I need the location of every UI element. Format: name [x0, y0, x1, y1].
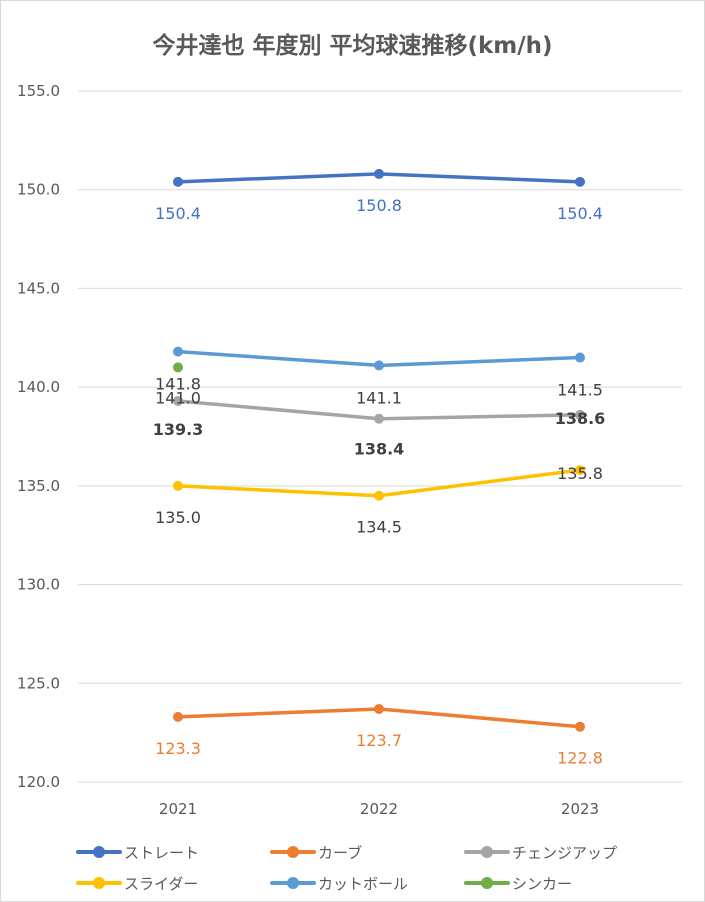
y-tick-label: 130.0 [17, 576, 60, 594]
y-tick-label: 150.0 [17, 181, 60, 199]
data-label: 150.4 [155, 204, 201, 223]
data-point [173, 176, 183, 187]
chart-title: 今井達也 年度別 平均球速推移(km/h) [152, 33, 553, 59]
data-label: 150.8 [356, 196, 402, 215]
data-label: 139.3 [153, 420, 204, 439]
data-label: 141.0 [155, 388, 201, 407]
y-tick-label: 145.0 [17, 279, 60, 297]
y-tick-label: 155.0 [17, 82, 60, 100]
x-tick-label: 2022 [360, 800, 398, 818]
data-label: 135.8 [557, 464, 603, 483]
data-label: 138.4 [354, 440, 405, 459]
data-label: 150.4 [557, 204, 603, 223]
data-label: 135.0 [155, 508, 201, 527]
data-point [575, 721, 585, 732]
data-point [575, 176, 585, 187]
data-point [575, 409, 585, 420]
data-label: 138.6 [555, 409, 606, 428]
data-label: 123.3 [155, 739, 201, 758]
y-tick-label: 125.0 [17, 674, 60, 692]
legend-swatch [76, 876, 122, 890]
legend-item: スライダー [76, 869, 198, 897]
y-tick-label: 140.0 [17, 378, 60, 396]
legend-swatch [270, 876, 316, 890]
data-point [173, 395, 183, 406]
data-label: 122.8 [557, 749, 603, 768]
data-point [173, 362, 183, 373]
legend-label: ストレート [124, 843, 200, 862]
legend: ストレート カーブ チェンジアップスライダー カットボール シンカー [0, 838, 705, 898]
legend-swatch [464, 876, 510, 890]
data-label: 141.1 [356, 388, 402, 407]
data-point [173, 711, 183, 722]
y-tick-label: 120.0 [17, 773, 60, 791]
data-point [374, 490, 384, 501]
data-point [575, 352, 585, 363]
data-point [173, 346, 183, 357]
legend-item: カーブ [270, 838, 362, 866]
legend-item: カットボール [270, 869, 408, 897]
legend-swatch [76, 845, 122, 859]
x-tick-label: 2021 [159, 800, 197, 818]
data-label: 141.8 [155, 375, 201, 394]
legend-item: チェンジアップ [464, 838, 617, 866]
data-point [173, 480, 183, 491]
legend-label: カットボール [318, 874, 409, 893]
data-label: 123.7 [356, 731, 402, 750]
data-point [374, 360, 384, 371]
data-point [575, 465, 585, 476]
x-tick-label: 2023 [561, 800, 599, 818]
legend-label: チェンジアップ [512, 843, 618, 862]
legend-item: シンカー [464, 869, 572, 897]
data-label: 134.5 [356, 518, 402, 537]
data-point [374, 413, 384, 424]
legend-label: シンカー [512, 874, 573, 893]
y-tick-label: 135.0 [17, 477, 60, 495]
data-point [374, 168, 384, 179]
data-label: 141.5 [557, 381, 603, 400]
legend-swatch [464, 845, 510, 859]
legend-item: ストレート [76, 838, 199, 866]
data-point [374, 703, 384, 714]
legend-swatch [270, 845, 316, 859]
legend-label: カーブ [318, 843, 363, 862]
legend-label: スライダー [124, 874, 199, 893]
